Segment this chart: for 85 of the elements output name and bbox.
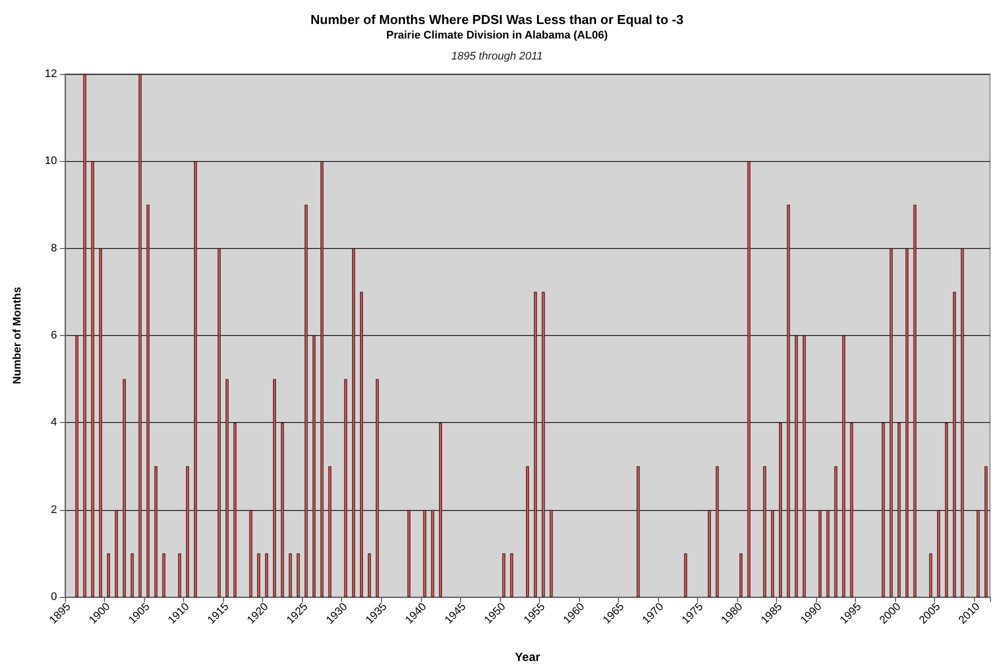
bar: [146, 204, 150, 597]
bar: [794, 336, 798, 597]
bar: [550, 510, 553, 597]
bar: [747, 161, 750, 597]
y-tick-label: 2: [50, 504, 57, 516]
y-tick-label: 4: [50, 416, 57, 429]
bar: [542, 292, 545, 597]
bar: [122, 379, 126, 597]
y-tick-label: 0: [50, 591, 57, 603]
bar: [257, 553, 260, 597]
bar: [842, 336, 846, 597]
bar: [802, 336, 806, 597]
bar: [439, 422, 442, 597]
chart-title: Number of Months Where PDSI Was Less than or Equal to -3: [310, 12, 684, 27]
bar: [114, 510, 118, 597]
bar: [778, 422, 782, 597]
bar: [786, 204, 790, 597]
bar: [320, 161, 324, 597]
bar: [376, 379, 379, 597]
bar: [280, 422, 284, 597]
bar: [850, 422, 854, 597]
bar: [818, 510, 822, 597]
bar: [882, 422, 885, 597]
bar: [360, 292, 363, 597]
bar: [905, 248, 908, 597]
bar: [771, 510, 774, 597]
bar: [534, 292, 537, 597]
text: 1895 through 2011: [451, 50, 543, 62]
bar: [984, 466, 988, 597]
bar: [945, 422, 948, 597]
bar: [716, 466, 719, 597]
bar: [265, 553, 268, 597]
bar: [526, 466, 529, 597]
bar: [708, 510, 711, 597]
bar: [407, 510, 410, 597]
bar: [510, 553, 514, 597]
bar: [344, 379, 348, 597]
bar: [91, 161, 94, 597]
bar: [929, 553, 932, 597]
bar: [106, 553, 110, 597]
bar: [890, 248, 893, 597]
bar: [130, 553, 134, 597]
bar: [763, 466, 766, 597]
bar: [75, 336, 78, 597]
bar: [502, 553, 506, 597]
y-tick-label: 10: [44, 155, 57, 168]
bar: [194, 161, 197, 597]
bar: [423, 510, 426, 597]
bar: [138, 74, 142, 597]
bar: [898, 422, 901, 597]
bar: [826, 510, 830, 597]
y-tick-label: 6: [50, 330, 57, 342]
bar: [960, 248, 964, 597]
y-tick-label: 8: [50, 242, 57, 254]
y-axis-title: Number of Months: [12, 286, 24, 384]
bar: [952, 292, 956, 597]
bar: [739, 553, 742, 597]
bar: [83, 74, 86, 597]
bar: [218, 248, 221, 597]
bar: [99, 248, 102, 597]
bar: [249, 510, 252, 597]
bar: [976, 510, 980, 597]
bar: [913, 204, 916, 597]
bar: [684, 553, 688, 597]
bar: [312, 336, 316, 597]
bar: [304, 204, 308, 597]
bar: [288, 553, 292, 597]
bar: [368, 553, 371, 597]
bar: [328, 466, 332, 597]
chart-subtitle: Prairie Climate Division in Alabama (AL06): [386, 30, 608, 42]
bar: [154, 466, 158, 597]
bar: [226, 379, 229, 597]
bar: [636, 466, 640, 597]
bar: [937, 510, 940, 597]
bar: [296, 553, 300, 597]
bar: [834, 466, 838, 597]
x-axis-title: Year: [514, 650, 541, 664]
bar: [162, 553, 166, 597]
bar: [352, 248, 356, 597]
bar: [431, 510, 434, 597]
bar: [178, 553, 182, 597]
bar: [186, 466, 190, 597]
bar: [233, 422, 236, 597]
bar: [273, 379, 276, 597]
y-tick-label: 12: [44, 68, 57, 80]
